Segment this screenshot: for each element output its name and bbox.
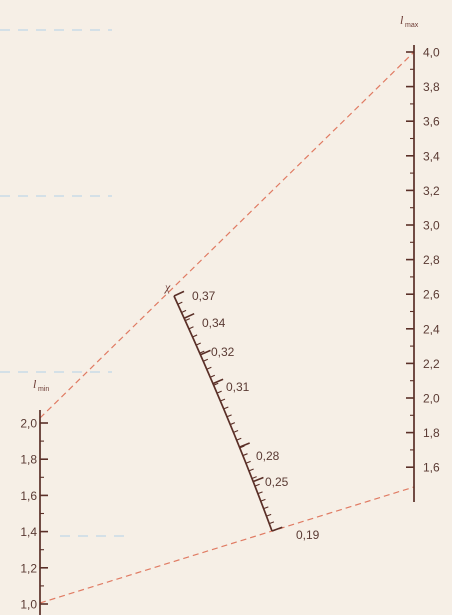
chi-tick: [236, 437, 242, 441]
chi-tick: [216, 390, 222, 394]
chi-label: 0,25: [265, 475, 289, 489]
background-marks: [0, 29, 125, 537]
chi-tick: [192, 334, 198, 338]
chi-tick: [200, 349, 211, 356]
chi-tick: [181, 309, 187, 313]
chi-tick: [223, 406, 229, 410]
chi-tick: [233, 429, 239, 433]
lmax-tick-label: 2,6: [423, 288, 440, 302]
chi-tick: [266, 513, 272, 517]
chi-tick: [185, 318, 191, 322]
lmax-tick-label: 2,8: [423, 253, 440, 267]
chi-tick: [188, 326, 194, 330]
lmax-tick-label: 3,6: [423, 115, 440, 129]
lmax-tick-label: 1,6: [423, 461, 440, 475]
chi-tick: [252, 476, 264, 483]
lmax-tick-label: 2,4: [423, 322, 440, 336]
lmax-tick-label: 2,2: [423, 357, 440, 371]
chi-tick: [245, 460, 251, 464]
chi-tick: [183, 312, 195, 319]
lmin-tick-label: 2,0: [20, 417, 37, 431]
lmin-title-subscript: min: [38, 386, 49, 393]
lmax-title-subscript: max: [405, 22, 419, 29]
chi-tick: [254, 483, 260, 487]
chi-curve: [173, 295, 273, 532]
chi-label: 0,34: [202, 316, 226, 330]
lmax-tick-label: 4,0: [423, 46, 440, 60]
chi-tick: [242, 453, 248, 457]
chi-tick: [271, 526, 283, 532]
chi-tick: [251, 476, 257, 480]
chi-tick: [213, 382, 219, 386]
chi-tick: [239, 445, 245, 449]
chi-title: χ: [164, 280, 171, 294]
chi-tick: [220, 398, 226, 402]
lmax-tick-label: 3,4: [423, 149, 440, 163]
key-line-lower: [39, 486, 415, 604]
key-line-upper: [39, 51, 415, 419]
lmin-title-symbol: l: [33, 377, 37, 391]
chi-tick: [230, 422, 236, 426]
lmax-tick-label: 2,0: [423, 392, 440, 406]
chi-label: 0,28: [256, 449, 280, 463]
chi-tick: [177, 301, 183, 305]
chi-label: 0,19: [296, 528, 320, 542]
lmax-tick-label: 3,0: [423, 219, 440, 233]
chi-tick: [257, 491, 263, 495]
chi-tick: [206, 366, 212, 370]
lmin-scale: l min 2,0 1,8 1,6 1,4 1,2 1,0: [20, 377, 49, 615]
chi-tick: [226, 414, 232, 418]
lmin-tick-label: 1,2: [20, 561, 37, 575]
chi-label: 0,32: [211, 345, 235, 359]
chi-label: 0,31: [226, 380, 250, 394]
lmax-scale: l max 4,0 3,8 3,6 3,4 3,2 3,0 2,8 2,6 2,4 2,2 2,0 1…: [400, 13, 440, 502]
chi-tick: [199, 350, 205, 354]
lmax-tick-label: 3,2: [423, 184, 440, 198]
lmin-tick-label: 1,6: [20, 489, 37, 503]
chi-tick: [263, 506, 269, 510]
chi-scale: χ 0,37 0,34 0,32 0,31 0,28 0,25 0,19: [164, 280, 320, 542]
chi-label: 0,37: [192, 289, 216, 303]
lmin-tick-label: 1,4: [20, 525, 37, 539]
chi-tick: [212, 378, 224, 385]
chi-tick: [239, 442, 250, 448]
chi-tick: [203, 358, 209, 362]
lmin-tick-label: 1,8: [20, 453, 37, 467]
chi-tick: [210, 374, 216, 378]
lmax-title-symbol: l: [400, 13, 404, 27]
chi-tick: [173, 290, 185, 297]
chi-tick: [260, 498, 266, 502]
chi-tick: [195, 342, 201, 346]
lmax-tick-label: 3,8: [423, 80, 440, 94]
chi-tick: [269, 521, 275, 525]
lmax-tick-label: 1,8: [423, 426, 440, 440]
chi-tick: [248, 468, 254, 472]
lmin-tick-label: 1,0: [20, 598, 37, 612]
